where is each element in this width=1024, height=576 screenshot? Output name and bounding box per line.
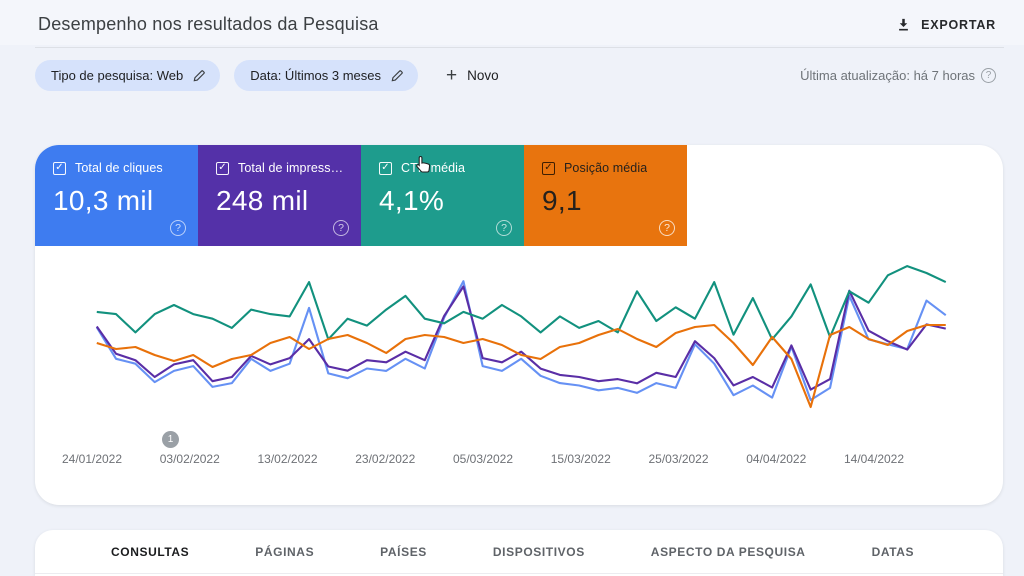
metric-card-total-clicks[interactable]: ✓ Total de cliques 10,3 mil ? bbox=[35, 145, 198, 246]
export-button[interactable]: EXPORTAR bbox=[896, 17, 996, 32]
x-axis-date-label: 13/02/2022 bbox=[257, 452, 318, 466]
checkbox-checked-icon[interactable]: ✓ bbox=[542, 161, 555, 175]
series-line-ctr-m-dia bbox=[96, 265, 947, 341]
help-icon[interactable]: ? bbox=[496, 220, 512, 236]
metric-card-value: 9,1 bbox=[542, 185, 582, 216]
edit-pencil-icon[interactable] bbox=[390, 69, 404, 83]
x-axis-date-label: 24/01/2022 bbox=[61, 452, 123, 466]
help-icon[interactable]: ? bbox=[659, 220, 675, 236]
new-filter-button[interactable]: + Novo bbox=[438, 62, 507, 89]
x-axis-date-label: 04/04/2022 bbox=[746, 452, 807, 466]
metric-card-label: Total de impress… bbox=[238, 161, 344, 175]
metric-card-value: 4,1% bbox=[379, 185, 445, 216]
checkbox-checked-icon[interactable]: ✓ bbox=[379, 161, 392, 175]
last-update: Última atualização: há 7 horas ? bbox=[800, 68, 996, 83]
plus-icon: + bbox=[446, 65, 458, 86]
x-axis-date-label: 05/03/2022 bbox=[452, 452, 514, 466]
tab-consultas[interactable]: CONSULTAS bbox=[111, 544, 190, 559]
dimension-tabs-panel: CONSULTAS PÁGINAS PAÍSES DISPOSITIVOS ASPECT… bbox=[35, 530, 1003, 576]
filter-chip-label: Data: Últimos 3 meses bbox=[250, 68, 382, 83]
performance-line-chart bbox=[65, 245, 973, 435]
filter-chip-search-type[interactable]: Tipo de pesquisa: Web bbox=[35, 60, 221, 91]
last-update-text: Última atualização: há 7 horas bbox=[800, 68, 975, 83]
series-line-total-de-impress-es bbox=[95, 285, 946, 391]
metric-card-total-impressions[interactable]: ✓ Total de impress… 248 mil ? bbox=[198, 145, 361, 246]
filter-chip-label: Tipo de pesquisa: Web bbox=[51, 68, 184, 83]
filter-chip-date-range[interactable]: Data: Últimos 3 meses bbox=[234, 60, 419, 91]
checkbox-checked-icon[interactable]: ✓ bbox=[53, 161, 66, 175]
x-axis-date-label: 15/03/2022 bbox=[550, 452, 611, 466]
edit-pencil-icon[interactable] bbox=[192, 69, 206, 83]
checkbox-checked-icon[interactable]: ✓ bbox=[216, 161, 229, 175]
tab-dispositivos[interactable]: DISPOSITIVOS bbox=[492, 544, 585, 559]
series-line-total-de-cliques bbox=[95, 280, 947, 402]
download-icon bbox=[899, 18, 908, 31]
x-axis-date-label: 14/04/2022 bbox=[843, 452, 905, 466]
page-title: Desempenho nos resultados da Pesquisa bbox=[38, 14, 379, 34]
tab-pa-ses[interactable]: PAÍSES bbox=[380, 544, 427, 559]
header-divider bbox=[35, 47, 1004, 48]
help-icon[interactable]: ? bbox=[170, 220, 186, 236]
series-line-posi-o-m-dia bbox=[96, 323, 946, 409]
filter-bar: Tipo de pesquisa: Web Data: Últimos 3 me… bbox=[0, 48, 1024, 103]
page-header: Desempenho nos resultados da Pesquisa EX… bbox=[0, 0, 1024, 45]
export-label: EXPORTAR bbox=[921, 17, 996, 32]
tab-aspecto-da-pesquisa[interactable]: ASPECTO DA PESQUISA bbox=[650, 544, 806, 559]
x-axis-date-label: 23/02/2022 bbox=[355, 452, 416, 466]
performance-chart-svg bbox=[95, 265, 947, 409]
x-axis-date-label: 03/02/2022 bbox=[159, 452, 220, 466]
metric-card-value: 10,3 mil bbox=[53, 185, 154, 216]
tabs-bar: CONSULTAS PÁGINAS PAÍSES DISPOSITIVOS ASPECT… bbox=[35, 530, 1003, 574]
x-axis-labels: 24/01/2022 03/02/2022 13/02/2022 23/02/2022… bbox=[35, 452, 1003, 472]
help-icon[interactable]: ? bbox=[981, 68, 996, 83]
tab-p-ginas[interactable]: PÁGINAS bbox=[255, 544, 315, 559]
performance-panel: ✓ Total de cliques 10,3 mil ? ✓ Total de… bbox=[35, 145, 1003, 505]
new-filter-label: Novo bbox=[467, 68, 499, 83]
annotation-badge[interactable]: 1 bbox=[162, 431, 179, 448]
tab-datas[interactable]: DATAS bbox=[871, 544, 915, 559]
metric-card-label: Total de cliques bbox=[75, 161, 163, 175]
metric-card-avg-position[interactable]: ✓ Posição média 9,1 ? bbox=[524, 145, 687, 246]
help-icon[interactable]: ? bbox=[333, 220, 349, 236]
metric-card-label: Posição média bbox=[564, 161, 648, 175]
x-axis-date-label: 25/03/2022 bbox=[648, 452, 709, 466]
metric-card-avg-ctr[interactable]: ✓ CTR média 4,1% ? bbox=[361, 145, 524, 246]
metric-card-label: CTR média bbox=[401, 161, 466, 175]
mouse-cursor-hand-icon bbox=[415, 155, 432, 174]
metric-card-value: 248 mil bbox=[216, 185, 309, 216]
metric-cards-row: ✓ Total de cliques 10,3 mil ? ✓ Total de… bbox=[35, 145, 1003, 246]
